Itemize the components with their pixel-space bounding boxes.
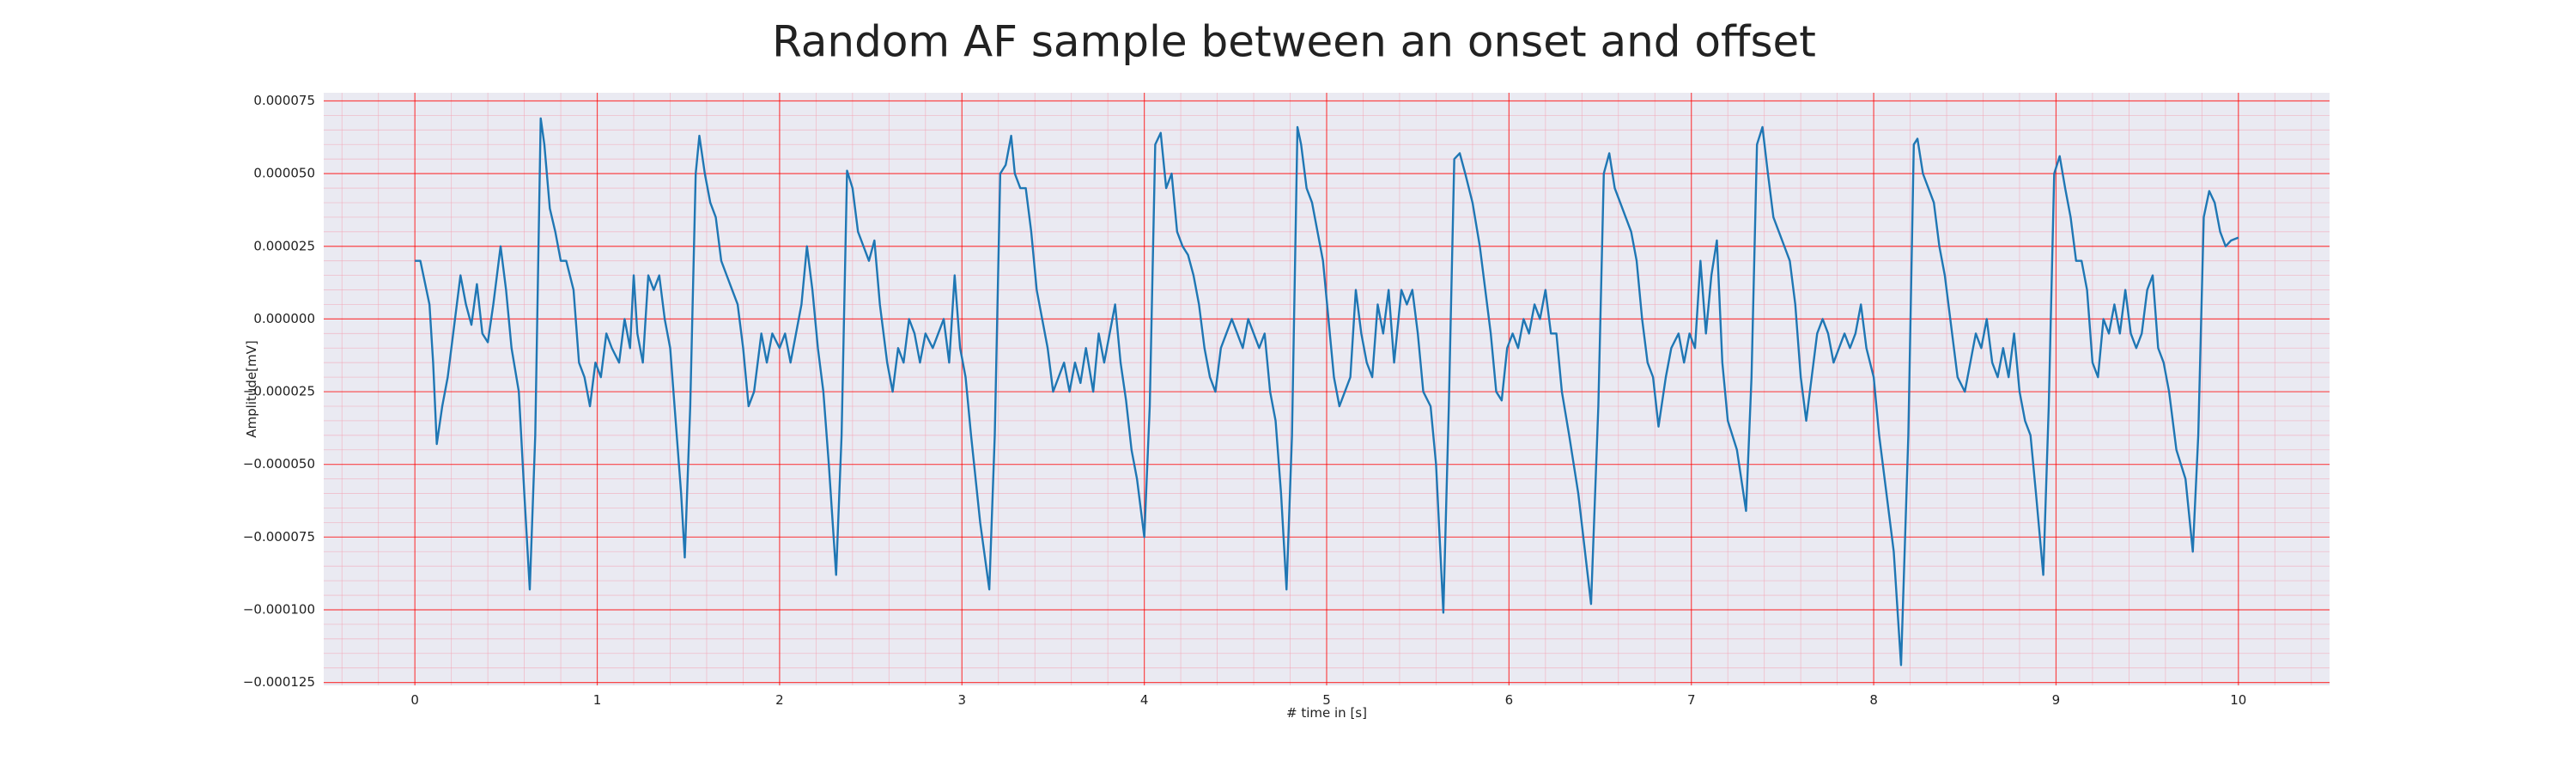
y-tick-label: 0.000050 — [253, 166, 315, 181]
x-tick-label: 9 — [2052, 692, 2061, 708]
y-axis-label: Amplitude[mV] — [244, 340, 259, 437]
x-tick-label: 3 — [957, 692, 966, 708]
y-tick-label: −0.000075 — [243, 529, 315, 545]
y-tick-label: −0.000125 — [243, 674, 315, 690]
y-tick-label: 0.000075 — [253, 93, 315, 108]
x-tick-label: 5 — [1322, 692, 1331, 708]
y-tick-label: 0.000025 — [253, 238, 315, 253]
y-tick-label: 0.000000 — [253, 311, 315, 326]
y-tick-label: −0.000100 — [243, 601, 315, 617]
x-tick-label: 7 — [1687, 692, 1696, 708]
x-tick-label: 0 — [410, 692, 419, 708]
x-tick-label: 10 — [2230, 692, 2246, 708]
x-axis-label: # time in [s] — [1286, 705, 1367, 721]
x-tick-label: 2 — [775, 692, 784, 708]
x-tick-label: 6 — [1505, 692, 1514, 708]
chart-title: Random AF sample between an onset and of… — [772, 17, 1816, 67]
signal-line — [415, 117, 2239, 666]
x-tick-label: 8 — [1869, 692, 1878, 708]
x-tick-label: 4 — [1140, 692, 1149, 708]
y-tick-label: −0.000050 — [243, 456, 315, 472]
x-tick-label: 1 — [593, 692, 602, 708]
y-tick-label: −0.000025 — [243, 384, 315, 399]
